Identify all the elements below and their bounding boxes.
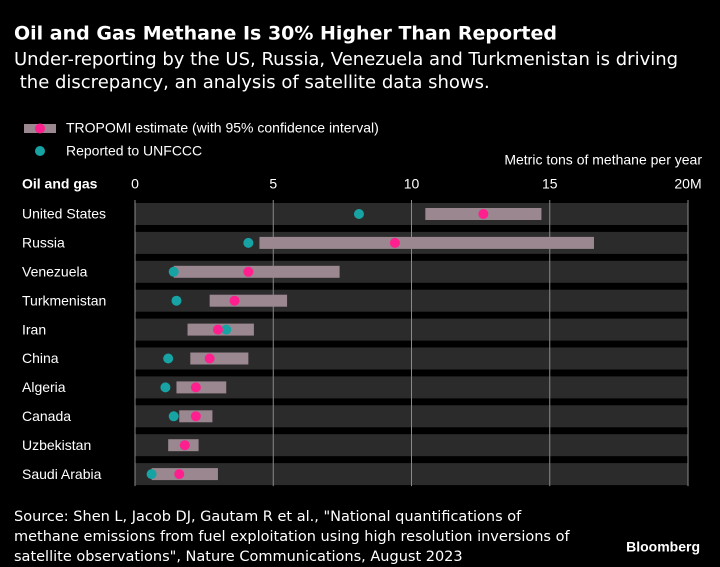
estimate-dot — [229, 295, 240, 306]
estimate-dot — [204, 353, 215, 364]
estimate-dot — [190, 382, 201, 393]
reported-dot — [163, 353, 174, 364]
source-line: satellite observations", Nature Communic… — [14, 549, 463, 565]
x-axis-label: Metric tons of methane per year — [504, 152, 702, 168]
category-header: Oil and gas — [22, 176, 98, 192]
estimate-dot — [212, 324, 223, 335]
category-label: Canada — [22, 408, 71, 424]
confidence-interval — [259, 236, 594, 249]
estimate-dot — [243, 266, 254, 277]
category-label: Iran — [22, 321, 46, 337]
legend-estimate-swatch — [35, 123, 45, 134]
confidence-interval — [173, 265, 340, 278]
confidence-interval — [209, 294, 288, 307]
reported-dot — [221, 324, 232, 335]
category-label: Saudi Arabia — [22, 466, 102, 482]
category-label: Russia — [22, 235, 65, 251]
category-label: United States — [22, 206, 106, 222]
estimate-dot — [478, 209, 489, 219]
reported-dot — [353, 209, 364, 219]
reported-dot — [168, 266, 179, 277]
legend-label: Reported to UNFCCC — [66, 143, 202, 159]
reported-dot — [171, 295, 182, 306]
legend-label: TROPOMI estimate (with 95% confidence in… — [66, 120, 379, 136]
confidence-interval — [190, 352, 249, 365]
reported-dot — [146, 469, 157, 480]
x-tick-label: 20M — [674, 176, 701, 192]
reported-dot — [168, 411, 179, 422]
legend-reported-swatch — [35, 146, 45, 156]
category-label: Venezuela — [22, 264, 88, 280]
category-label: China — [22, 350, 59, 366]
reported-dot — [160, 382, 171, 393]
x-tick-label: 15 — [542, 176, 558, 192]
estimate-dot — [174, 469, 185, 480]
confidence-interval — [151, 468, 218, 481]
x-tick-label: 0 — [131, 176, 139, 192]
reported-dot — [243, 237, 254, 248]
estimate-dot — [190, 411, 201, 422]
chart-subtitle: Under-reporting by the US, Russia, Venez… — [14, 49, 678, 93]
estimate-dot — [389, 237, 400, 248]
x-tick-label: 10 — [404, 176, 420, 192]
x-tick-label: 5 — [269, 176, 277, 192]
chart-title: Oil and Gas Methane Is 30% Higher Than R… — [14, 23, 557, 45]
brand: Bloomberg — [626, 539, 700, 555]
category-label: Uzbekistan — [22, 437, 91, 453]
source-line: methane emissions from fuel exploitation… — [14, 529, 570, 545]
category-label: Algeria — [22, 379, 66, 395]
confidence-interval — [176, 381, 227, 394]
source-line: Source: Shen L, Jacob DJ, Gautam R et al… — [14, 509, 522, 525]
estimate-dot — [179, 440, 190, 451]
category-label: Turkmenistan — [22, 292, 106, 308]
